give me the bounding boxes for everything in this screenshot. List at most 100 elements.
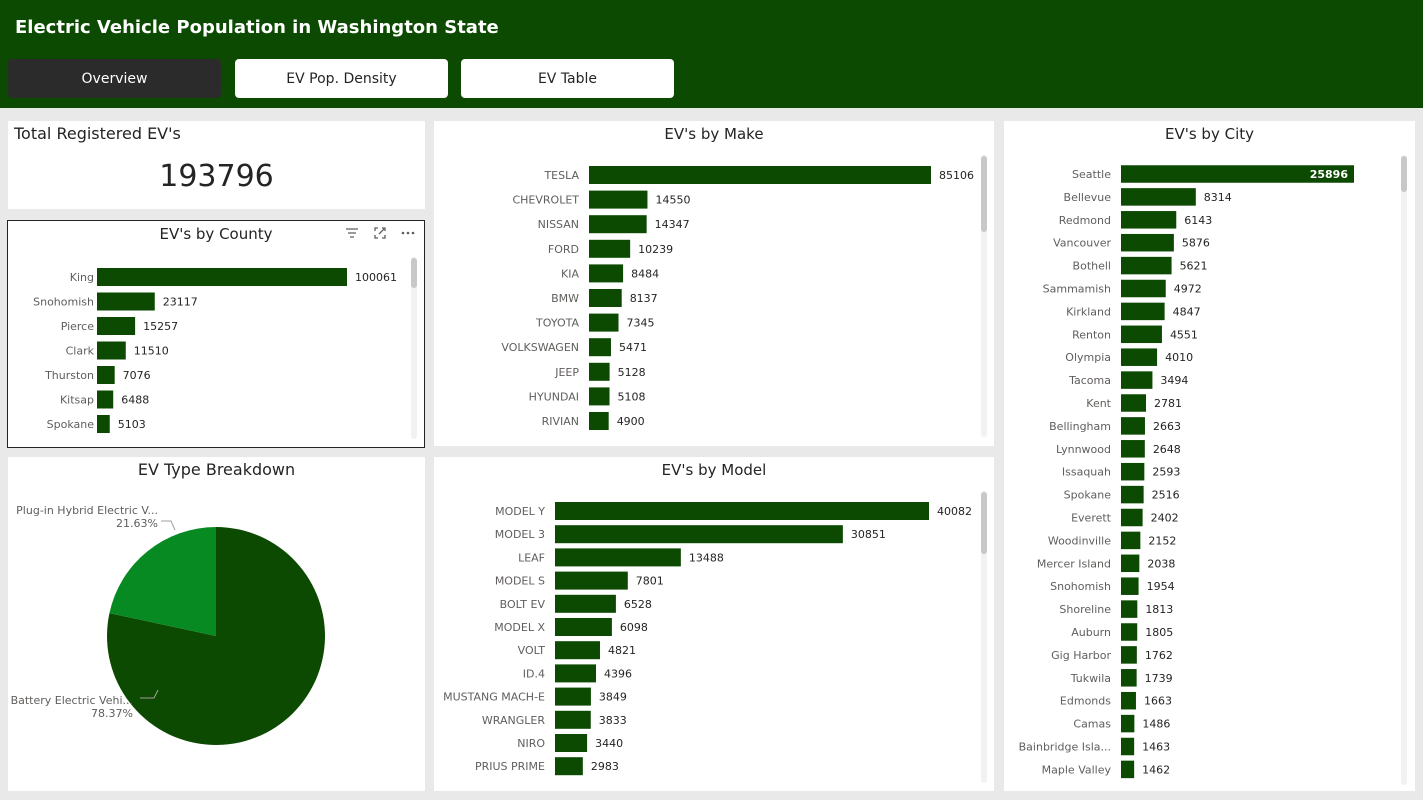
make-bar[interactable] [589, 166, 931, 184]
tab-ev-table[interactable]: EV Table [461, 59, 674, 98]
city-bar[interactable] [1121, 256, 1172, 275]
county-bar[interactable] [97, 341, 126, 360]
model-bar[interactable] [555, 525, 843, 544]
city-bar[interactable] [1121, 691, 1136, 710]
city-bar[interactable] [1121, 394, 1147, 412]
make-scrollbar[interactable] [981, 156, 987, 232]
pie-leader-line [161, 520, 176, 531]
more-options-icon[interactable] [400, 225, 416, 241]
city-bar[interactable] [1121, 714, 1135, 733]
make-category-label: JEEP [554, 366, 579, 379]
model-value-label: 3849 [599, 691, 627, 704]
county-category-label: Thurston [44, 369, 94, 382]
model-bar[interactable] [555, 664, 597, 683]
model-scrollbar[interactable] [981, 492, 987, 554]
make-bar[interactable] [589, 412, 609, 430]
city-value-label: 2402 [1151, 512, 1179, 525]
model-category-label: WRANGLER [482, 714, 545, 727]
city-value-label: 2593 [1152, 466, 1180, 479]
city-category-label: Edmonds [1060, 695, 1111, 708]
make-bar[interactable] [589, 239, 631, 258]
make-bar[interactable] [589, 190, 648, 209]
county-bar[interactable] [97, 390, 114, 409]
make-bar[interactable] [589, 362, 610, 381]
city-value-label: 2781 [1154, 397, 1182, 410]
city-bar[interactable] [1121, 646, 1137, 664]
make-bar[interactable] [589, 338, 611, 357]
make-category-label: HYUNDAI [529, 390, 579, 403]
model-bar[interactable] [555, 710, 591, 729]
county-bar[interactable] [97, 268, 347, 286]
city-category-label: Bellevue [1064, 191, 1112, 204]
make-bar[interactable] [589, 289, 622, 307]
city-category-label: Redmond [1059, 214, 1111, 227]
county-bar[interactable] [97, 415, 110, 433]
county-bar[interactable] [97, 317, 136, 335]
city-bar[interactable] [1121, 233, 1174, 252]
model-bar[interactable] [555, 734, 588, 752]
city-bar[interactable] [1121, 554, 1140, 573]
filter-icon[interactable] [344, 225, 360, 241]
city-bar[interactable] [1121, 577, 1139, 595]
city-bar[interactable] [1121, 462, 1145, 481]
city-scroll-track[interactable] [1401, 155, 1407, 785]
city-bar[interactable] [1121, 485, 1144, 504]
model-bar[interactable] [555, 687, 591, 706]
tab-overview[interactable]: Overview [8, 59, 221, 98]
city-bar[interactable] [1121, 760, 1135, 779]
city-bar[interactable] [1121, 165, 1354, 183]
city-bar[interactable] [1121, 417, 1145, 435]
make-category-label: FORD [548, 243, 579, 256]
city-category-label: Snohomish [1050, 580, 1111, 593]
county-scroll-track[interactable] [411, 257, 417, 439]
city-value-label: 4551 [1170, 328, 1198, 341]
city-chart-title: EV's by City [1164, 125, 1254, 143]
model-bar[interactable] [555, 641, 600, 660]
county-bar[interactable] [97, 292, 155, 311]
model-scroll-track[interactable] [981, 491, 987, 783]
city-value-label: 3494 [1160, 374, 1188, 387]
county-scrollbar[interactable] [411, 258, 417, 288]
focus-mode-icon[interactable] [372, 225, 388, 241]
city-bar[interactable] [1121, 531, 1141, 550]
city-bar[interactable] [1121, 371, 1153, 389]
model-bar[interactable] [555, 548, 681, 567]
city-bar[interactable] [1121, 669, 1137, 687]
make-bar[interactable] [589, 313, 619, 332]
city-scrollbar[interactable] [1401, 156, 1407, 192]
city-bar[interactable] [1121, 211, 1177, 229]
make-bar[interactable] [589, 387, 610, 406]
city-category-label: Lynnwood [1056, 443, 1111, 456]
city-bar[interactable] [1121, 325, 1162, 344]
city-bar-chart: Seattle 25896 Bellevue 8314 Redmond 6143 Vanco… [1019, 165, 1354, 779]
city-bar[interactable] [1121, 279, 1166, 298]
model-bar[interactable] [555, 618, 612, 636]
make-scroll-track[interactable] [981, 155, 987, 437]
model-bar[interactable] [555, 502, 929, 520]
pie-slice[interactable] [109, 527, 216, 636]
model-category-label: PRIUS PRIME [475, 760, 545, 773]
city-bar[interactable] [1121, 508, 1143, 527]
make-bar[interactable] [589, 215, 647, 234]
county-value-label: 7076 [123, 369, 151, 382]
city-category-label: Kirkland [1066, 305, 1111, 318]
county-bar[interactable] [97, 366, 115, 384]
city-bar[interactable] [1121, 623, 1138, 641]
city-bar[interactable] [1121, 188, 1196, 206]
city-bar[interactable] [1121, 600, 1138, 618]
tab-ev-pop-density[interactable]: EV Pop. Density [235, 59, 448, 98]
city-bar[interactable] [1121, 302, 1165, 321]
make-bar[interactable] [589, 264, 624, 283]
county-chart-card[interactable]: EV's by County King 100061 Snohomish 23117 P… [7, 220, 425, 448]
make-category-label: TESLA [543, 169, 579, 182]
city-value-label: 8314 [1204, 191, 1232, 204]
model-bar[interactable] [555, 757, 583, 776]
make-bar-chart: TESLA 85106 CHEVROLET 14550 NISSAN 14347 FORD 1… [501, 166, 974, 430]
city-bar[interactable] [1121, 737, 1135, 756]
city-value-label: 4010 [1165, 351, 1193, 364]
city-bar[interactable] [1121, 348, 1158, 366]
model-bar[interactable] [555, 571, 628, 590]
model-bar[interactable] [555, 594, 616, 613]
city-bar[interactable] [1121, 440, 1145, 458]
model-value-label: 2983 [591, 760, 619, 773]
